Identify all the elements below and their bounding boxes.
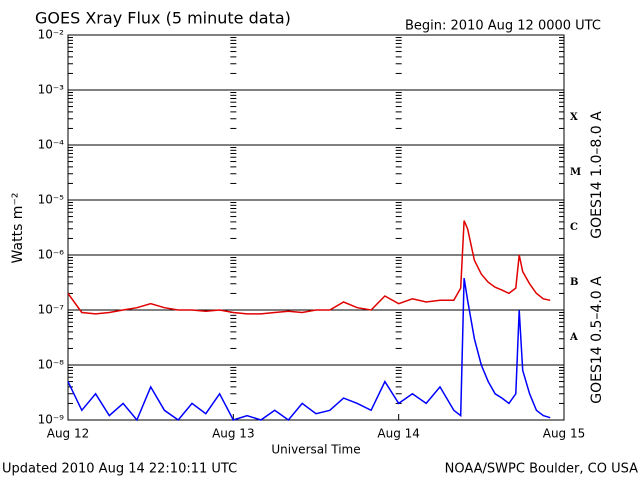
series-line bbox=[67, 220, 551, 315]
y-tick-label: 10⁻² bbox=[38, 28, 65, 42]
flare-class: B bbox=[570, 277, 578, 288]
y-tick-label: 10⁻⁸ bbox=[38, 358, 65, 372]
flare-class: C bbox=[570, 222, 578, 233]
y-tick-label: 10⁻⁹ bbox=[38, 413, 65, 427]
plot-frame bbox=[67, 34, 565, 421]
footer-right: NOAA/SWPC Boulder, CO USA bbox=[445, 462, 638, 477]
legend-entry: GOES14 1.0–8.0 A bbox=[589, 111, 605, 239]
flare-class: M bbox=[570, 167, 581, 178]
x-tick-label: Aug 15 bbox=[543, 427, 586, 441]
legend-entry: GOES14 0.5–4.0 A bbox=[589, 276, 605, 404]
chart-subtitle: Begin: 2010 Aug 12 0000 UTC bbox=[405, 19, 601, 34]
y-tick-label: 10⁻⁶ bbox=[38, 248, 65, 262]
x-tick-label: Aug 14 bbox=[377, 427, 420, 441]
y-tick-label: 10⁻⁵ bbox=[38, 193, 65, 207]
flare-class: A bbox=[569, 332, 578, 343]
x-axis-label: Universal Time bbox=[271, 443, 360, 457]
y-axis-label: Watts m⁻² bbox=[10, 193, 26, 264]
x-tick-label: Aug 13 bbox=[212, 427, 255, 441]
flare-class: X bbox=[570, 112, 578, 123]
series-line bbox=[67, 277, 551, 422]
chart-title: GOES Xray Flux (5 minute data) bbox=[35, 9, 291, 28]
y-tick-label: 10⁻³ bbox=[38, 83, 65, 97]
footer-left: Updated 2010 Aug 14 22:10:11 UTC bbox=[2, 462, 237, 477]
x-tick-label: Aug 12 bbox=[47, 427, 90, 441]
y-tick-label: 10⁻⁷ bbox=[38, 303, 65, 317]
y-tick-label: 10⁻⁴ bbox=[38, 138, 65, 152]
